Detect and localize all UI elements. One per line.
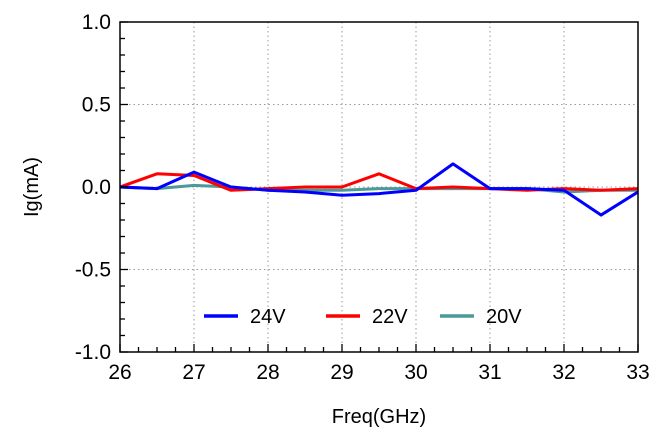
legend: 24V 22V 20V (204, 306, 522, 328)
y-tick-label: -0.5 (75, 259, 111, 282)
x-tick-label: 32 (552, 361, 575, 384)
y-tick-label: -1.0 (75, 341, 111, 364)
legend-label-20V: 20V (486, 306, 522, 328)
legend-label-22V: 22V (372, 306, 408, 328)
minor-ticks (119, 21, 639, 353)
x-tick-labels: 26 27 28 29 30 31 32 33 (108, 361, 649, 384)
series-line-24V (119, 162, 639, 217)
x-tick-label: 27 (182, 361, 205, 384)
y-tick-labels: 1.0 0.5 0.0 -0.5 -1.0 (75, 11, 111, 364)
x-tick-label: 31 (478, 361, 501, 384)
x-tick-label: 30 (404, 361, 427, 384)
series-lines (119, 162, 639, 217)
y-tick-label: 1.0 (82, 11, 111, 34)
legend-label-24V: 24V (250, 306, 286, 328)
y-axis-label: Ig(mA) (21, 157, 43, 217)
x-axis-label: Freq(GHz) (332, 406, 426, 428)
y-tick-label: 0.5 (82, 94, 111, 117)
x-tick-label: 26 (108, 361, 131, 384)
x-tick-label: 33 (626, 361, 649, 384)
y-tick-label: 0.0 (82, 176, 111, 199)
x-tick-label: 29 (330, 361, 353, 384)
x-tick-label: 28 (256, 361, 279, 384)
